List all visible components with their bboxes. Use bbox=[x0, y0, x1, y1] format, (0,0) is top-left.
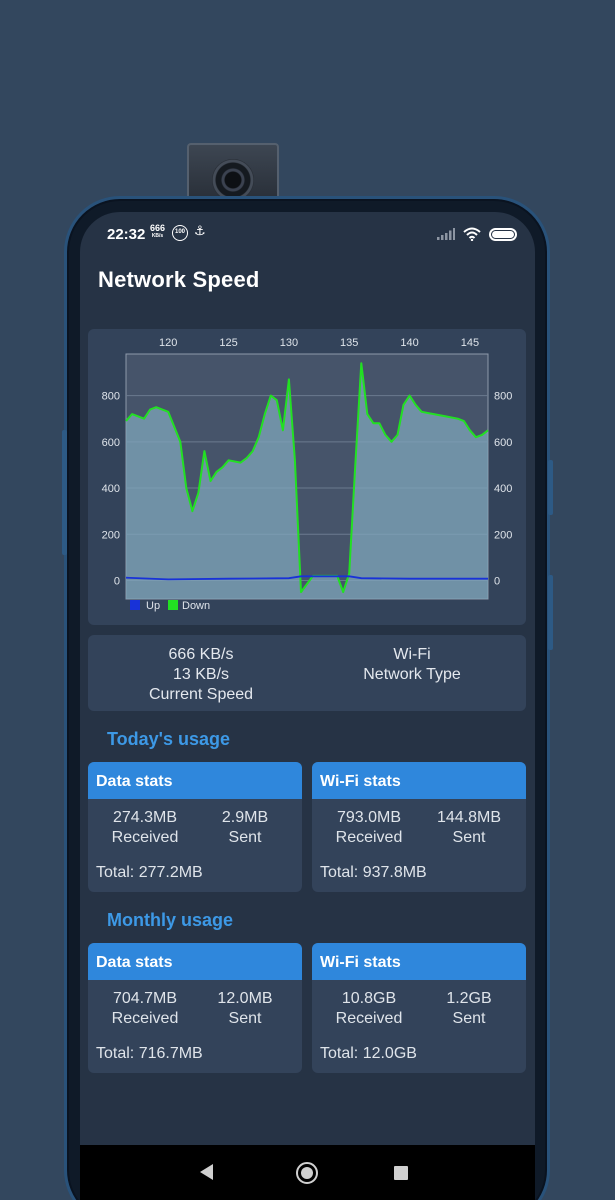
sent-value: 2.9MB bbox=[221, 809, 269, 826]
recents-icon[interactable] bbox=[394, 1166, 408, 1180]
sent-label: Sent bbox=[228, 829, 262, 846]
today-data-stats-card[interactable]: Data stats 274.3MB Received 2.9MB Sent T… bbox=[88, 762, 302, 892]
today-wifi-stats-values: 793.0MB Received 144.8MB Sent bbox=[312, 799, 526, 859]
battery-badge: 100 bbox=[172, 225, 188, 241]
received-label: Received bbox=[335, 1010, 403, 1027]
total-value: Total: 277.2MB bbox=[96, 864, 203, 881]
y-tick-label-right: 0 bbox=[494, 576, 500, 588]
received-label: Received bbox=[111, 829, 179, 846]
camera-lens-icon bbox=[212, 159, 254, 201]
battery-icon bbox=[489, 227, 517, 241]
monthly-usage-heading: Monthly usage bbox=[107, 910, 234, 930]
y-tick-label-right: 600 bbox=[494, 437, 512, 449]
monthly-wifi-stats-title: Wi-Fi stats bbox=[312, 943, 526, 980]
received-value: 10.8GB bbox=[341, 990, 397, 1007]
received-label: Received bbox=[111, 1010, 179, 1027]
sent-value: 144.8MB bbox=[436, 809, 502, 826]
received-column: 274.3MB Received bbox=[95, 808, 195, 848]
side-button bbox=[548, 575, 553, 650]
legend-up-swatch bbox=[130, 600, 140, 610]
sent-column: 1.2GB Sent bbox=[419, 989, 519, 1029]
status-time: 22:32 bbox=[107, 226, 146, 243]
network-type-column: Wi-Fi Network Type bbox=[314, 645, 510, 685]
screen: 22:32 666 KB/s 100 ⚓ Network Speed bbox=[80, 212, 535, 1200]
current-speed-card: 666 KB/s 13 KB/s Current Speed Wi-Fi Net… bbox=[88, 635, 526, 711]
y-tick-label-left: 600 bbox=[102, 437, 120, 449]
x-tick-label: 125 bbox=[219, 337, 237, 349]
y-tick-label-left: 0 bbox=[114, 576, 120, 588]
received-value: 793.0MB bbox=[336, 809, 402, 826]
received-column: 704.7MB Received bbox=[95, 989, 195, 1029]
today-wifi-stats-title: Wi-Fi stats bbox=[312, 762, 526, 799]
received-label: Received bbox=[335, 829, 403, 846]
sent-label: Sent bbox=[452, 829, 486, 846]
status-speed-unit: KB/s bbox=[151, 233, 164, 239]
received-column: 793.0MB Received bbox=[319, 808, 419, 848]
status-bar: 22:32 666 KB/s 100 ⚓ bbox=[80, 212, 535, 256]
network-type-label: Network Type bbox=[363, 666, 461, 683]
series-down-area bbox=[126, 363, 488, 599]
x-tick-label: 120 bbox=[159, 337, 177, 349]
y-tick-label-left: 200 bbox=[102, 529, 120, 541]
total-value: Total: 12.0GB bbox=[320, 1045, 417, 1062]
y-tick-label-right: 800 bbox=[494, 391, 512, 403]
network-type-value: Wi-Fi bbox=[393, 646, 431, 663]
y-tick-label-right: 400 bbox=[494, 483, 512, 495]
sent-column: 144.8MB Sent bbox=[419, 808, 519, 848]
y-tick-label-left: 400 bbox=[102, 483, 120, 495]
monthly-wifi-stats-card[interactable]: Wi-Fi stats 10.8GB Received 1.2GB Sent T… bbox=[312, 943, 526, 1073]
current-speed-label: Current Speed bbox=[148, 686, 254, 703]
sent-column: 2.9MB Sent bbox=[195, 808, 295, 848]
page-title: Network Speed bbox=[98, 267, 260, 292]
today-wifi-stats-card[interactable]: Wi-Fi stats 793.0MB Received 144.8MB Sen… bbox=[312, 762, 526, 892]
today-data-stats-values: 274.3MB Received 2.9MB Sent bbox=[88, 799, 302, 859]
upload-speed: 13 KB/s bbox=[172, 666, 230, 683]
sent-label: Sent bbox=[228, 1010, 262, 1027]
download-speed: 666 KB/s bbox=[168, 646, 234, 663]
monthly-data-stats-title: Data stats bbox=[88, 943, 302, 980]
speed-chart-card: 0 0 200 200 400 400 600 600 800 800 120 125 130 135 14… bbox=[88, 329, 526, 625]
x-tick-label: 145 bbox=[461, 337, 479, 349]
home-icon[interactable] bbox=[296, 1162, 318, 1184]
back-icon[interactable] bbox=[200, 1164, 213, 1180]
data-saver-icon: ⚓ bbox=[194, 223, 206, 238]
legend-down-swatch bbox=[168, 600, 178, 610]
navigation-bar bbox=[80, 1145, 535, 1200]
monthly-data-stats-card[interactable]: Data stats 704.7MB Received 12.0MB Sent … bbox=[88, 943, 302, 1073]
side-button bbox=[62, 430, 67, 555]
received-value: 274.3MB bbox=[112, 809, 178, 826]
sent-value: 1.2GB bbox=[446, 990, 492, 1007]
legend-up-label: Up bbox=[146, 600, 160, 612]
sent-label: Sent bbox=[452, 1010, 486, 1027]
total-value: Total: 937.8MB bbox=[320, 864, 427, 881]
today-data-stats-title: Data stats bbox=[88, 762, 302, 799]
x-tick-label: 130 bbox=[280, 337, 298, 349]
wifi-icon bbox=[463, 227, 481, 241]
y-tick-label-left: 800 bbox=[102, 391, 120, 403]
total-value: Total: 716.7MB bbox=[96, 1045, 203, 1062]
sent-column: 12.0MB Sent bbox=[195, 989, 295, 1029]
status-speed-value: 666 bbox=[150, 223, 166, 233]
series-up-line bbox=[125, 575, 488, 581]
side-button bbox=[548, 460, 553, 515]
signal-icon bbox=[437, 228, 455, 240]
series-down-line bbox=[125, 362, 489, 594]
popup-camera bbox=[187, 143, 279, 205]
received-column: 10.8GB Received bbox=[319, 989, 419, 1029]
x-tick-label: 140 bbox=[400, 337, 418, 349]
x-tick-label: 135 bbox=[340, 337, 358, 349]
status-speed-indicator: 666 KB/s bbox=[150, 224, 165, 240]
status-right-icons bbox=[437, 227, 517, 241]
received-value: 704.7MB bbox=[112, 990, 178, 1007]
legend-down-label: Down bbox=[182, 600, 210, 612]
monthly-wifi-stats-values: 10.8GB Received 1.2GB Sent bbox=[312, 980, 526, 1040]
monthly-data-stats-values: 704.7MB Received 12.0MB Sent bbox=[88, 980, 302, 1040]
speed-chart: 0 0 200 200 400 400 600 600 800 800 120 125 130 135 14… bbox=[102, 337, 513, 612]
sent-value: 12.0MB bbox=[217, 990, 273, 1007]
today-usage-heading: Today's usage bbox=[107, 729, 230, 749]
current-speed-column: 666 KB/s 13 KB/s Current Speed bbox=[88, 645, 314, 705]
y-tick-label-right: 200 bbox=[494, 529, 512, 541]
